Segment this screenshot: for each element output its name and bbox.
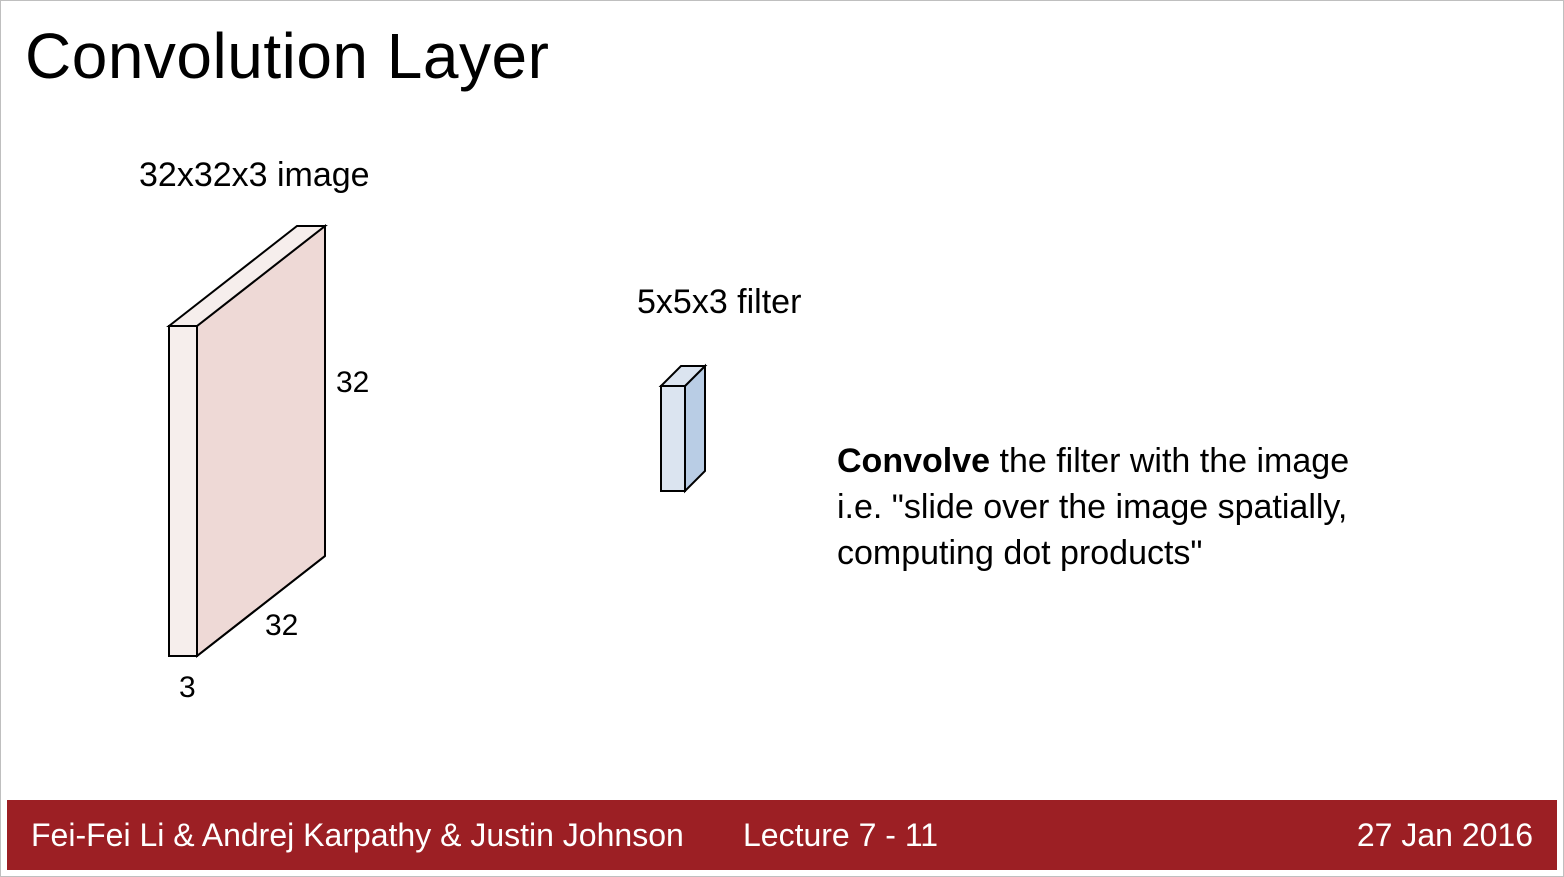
- image-prism-front-face: [169, 326, 197, 656]
- filter-prism-right-face: [685, 366, 705, 491]
- description-line2: i.e. "slide over the image spatially,: [837, 488, 1347, 526]
- image-dim-height: 32: [336, 366, 369, 400]
- image-dim-depth: 3: [179, 671, 196, 705]
- filter-label: 5x5x3 filter: [637, 283, 801, 322]
- footer-lecture-page: 11: [905, 817, 938, 853]
- image-label: 32x32x3 image: [139, 156, 370, 195]
- slide-title: Convolution Layer: [25, 19, 549, 93]
- description-rest1: the filter with the image: [990, 442, 1349, 480]
- footer-authors: Fei-Fei Li & Andrej Karpathy & Justin Jo…: [31, 817, 684, 854]
- filter-prism: [661, 366, 741, 516]
- footer-bar: Fei-Fei Li & Andrej Karpathy & Justin Jo…: [7, 800, 1557, 870]
- image-dim-width: 32: [265, 609, 298, 643]
- footer-date: 27 Jan 2016: [1357, 817, 1533, 854]
- footer-lecture-prefix: Lecture 7 -: [743, 817, 905, 853]
- filter-prism-front-face: [661, 386, 685, 491]
- description-text: Convolve the filter with the image i.e. …: [837, 439, 1349, 577]
- slide: Convolution Layer 32x32x3 image 32 32 3 …: [0, 0, 1564, 877]
- description-bold: Convolve: [837, 442, 990, 480]
- description-line3: computing dot products": [837, 534, 1203, 572]
- footer-lecture: Lecture 7 - 11: [743, 817, 938, 854]
